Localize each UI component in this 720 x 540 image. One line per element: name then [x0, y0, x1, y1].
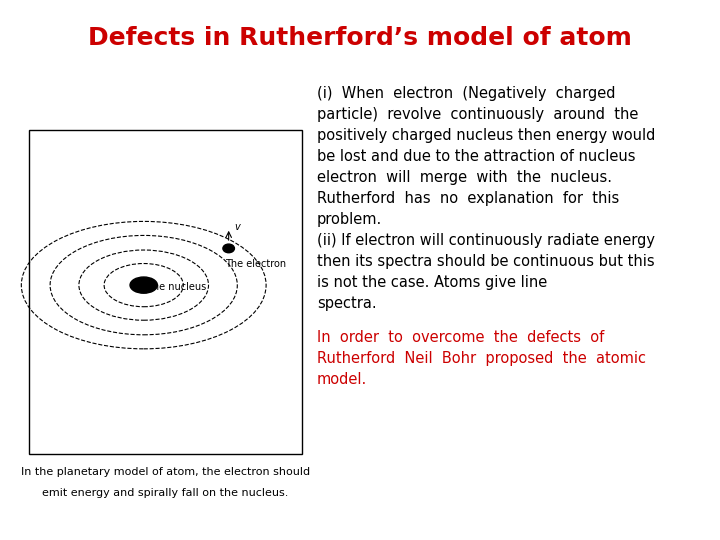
Text: The electron: The electron	[225, 259, 286, 269]
Text: (i)  When  electron  (Negatively  charged
particle)  revolve  continuously  arou: (i) When electron (Negatively charged pa…	[317, 86, 655, 312]
Text: The nucleus: The nucleus	[148, 282, 207, 292]
Text: v: v	[235, 222, 240, 232]
Ellipse shape	[130, 277, 158, 293]
Text: In the planetary model of atom, the electron should: In the planetary model of atom, the elec…	[21, 467, 310, 477]
Text: Defects in Rutherford’s model of atom: Defects in Rutherford’s model of atom	[88, 26, 632, 50]
Text: emit energy and spirally fall on the nucleus.: emit energy and spirally fall on the nuc…	[42, 488, 289, 498]
Text: In  order  to  overcome  the  defects  of
Rutherford  Neil  Bohr  proposed  the : In order to overcome the defects of Ruth…	[317, 330, 646, 387]
Circle shape	[223, 244, 235, 253]
FancyBboxPatch shape	[29, 130, 302, 454]
